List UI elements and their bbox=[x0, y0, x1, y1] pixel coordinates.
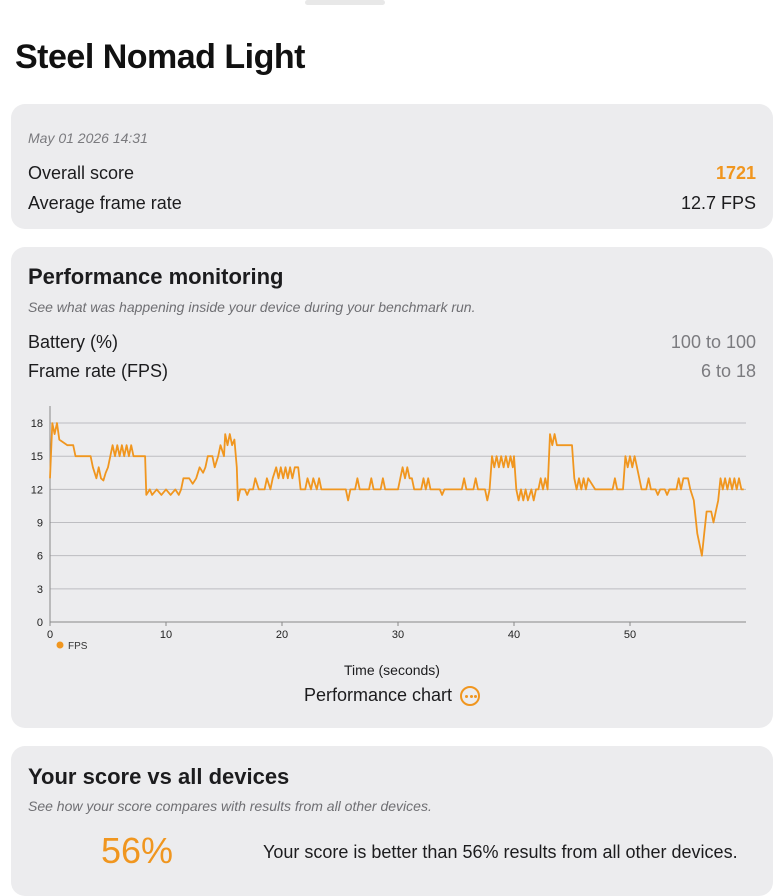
comparison-subtitle: See how your score compares with results… bbox=[28, 798, 432, 814]
average-frame-rate-value: 12.7 FPS bbox=[680, 193, 756, 213]
x-tick-label: 0 bbox=[47, 629, 53, 641]
run-date: May 01 2026 14:31 bbox=[28, 130, 148, 146]
series-line-fps bbox=[49, 422, 744, 557]
score-comparison-card: Your score vs all devices See how your s… bbox=[11, 746, 773, 896]
percentile-statement: Your score is better than 56% results fr… bbox=[263, 842, 738, 862]
x-tick-label: 50 bbox=[624, 629, 636, 641]
chart-axes: 0 3 6 9 12 15 18 0 10 20 30 40 50 bbox=[31, 406, 746, 641]
y-tick-label: 3 bbox=[37, 584, 43, 596]
fps-line-chart[interactable]: 0 3 6 9 12 15 18 0 10 20 30 40 50 FPS bbox=[11, 392, 773, 657]
performance-monitoring-card: Performance monitoring See what was happ… bbox=[11, 247, 773, 728]
x-tick-label: 30 bbox=[392, 629, 404, 641]
x-tick-label: 20 bbox=[276, 629, 288, 641]
sheet-grabber-handle[interactable] bbox=[305, 0, 385, 5]
y-tick-label: 6 bbox=[37, 551, 43, 563]
y-tick-label: 18 bbox=[31, 418, 43, 430]
y-tick-label: 0 bbox=[37, 617, 43, 629]
performance-chart-button[interactable]: Performance chart bbox=[11, 685, 773, 706]
more-circle-icon[interactable] bbox=[460, 686, 481, 706]
performance-chart-label: Performance chart bbox=[303, 685, 453, 705]
summary-card: May 01 2026 14:31 Overall score 1721 Ave… bbox=[11, 104, 773, 229]
legend-label-fps: FPS bbox=[68, 641, 88, 652]
chart-gridlines bbox=[50, 422, 746, 590]
battery-value: 100 to 100 bbox=[670, 332, 756, 352]
x-tick-label: 40 bbox=[508, 629, 520, 641]
chart-series bbox=[49, 422, 744, 557]
legend-marker-fps bbox=[56, 641, 64, 649]
x-tick-label: 10 bbox=[160, 629, 172, 641]
comparison-title: Your score vs all devices bbox=[28, 764, 290, 789]
performance-title: Performance monitoring bbox=[28, 264, 284, 289]
percentile-value: 56% bbox=[101, 830, 174, 871]
framerate-label: Frame rate (FPS) bbox=[28, 361, 169, 381]
framerate-value: 6 to 18 bbox=[700, 361, 756, 381]
average-frame-rate-label: Average frame rate bbox=[28, 193, 182, 213]
y-tick-label: 12 bbox=[31, 484, 43, 496]
battery-label: Battery (%) bbox=[28, 332, 119, 352]
chart-legend: FPS bbox=[56, 641, 88, 652]
performance-subtitle: See what was happening inside your devic… bbox=[28, 299, 476, 315]
overall-score-label: Overall score bbox=[28, 163, 135, 183]
y-tick-label: 15 bbox=[31, 451, 43, 463]
page-title: Steel Nomad Light bbox=[15, 38, 305, 76]
x-axis-title: Time (seconds) bbox=[344, 662, 440, 678]
y-tick-label: 9 bbox=[37, 518, 43, 530]
overall-score-value: 1721 bbox=[715, 163, 756, 183]
